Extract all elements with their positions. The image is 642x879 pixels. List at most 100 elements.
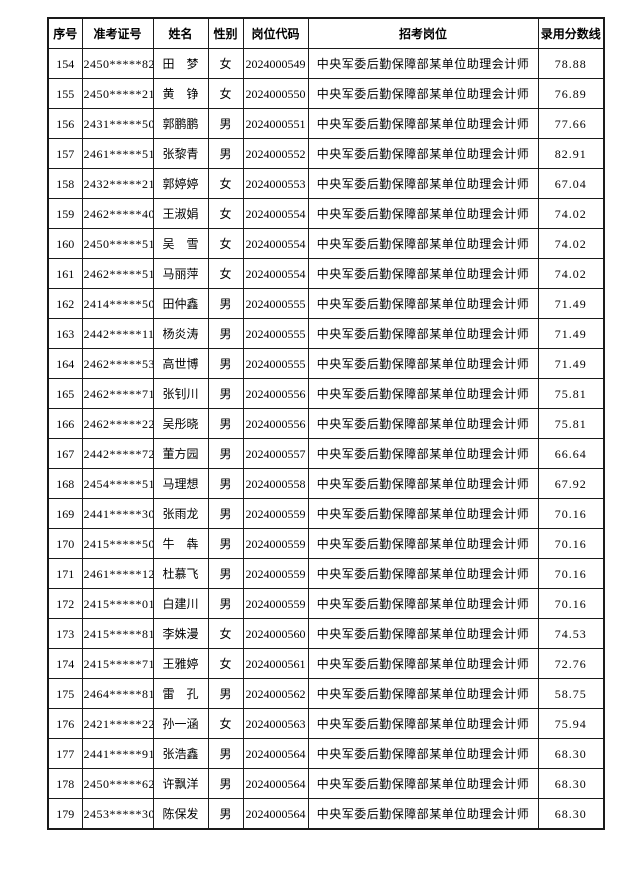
score-cell: 67.92 — [537, 468, 605, 499]
ticket-cell: 2450*****827 — [81, 48, 154, 79]
code-cell: 2024000554 — [242, 258, 309, 289]
score-cell: 74.02 — [537, 258, 605, 289]
name-cell: 郭鹏鹏 — [152, 108, 209, 139]
ticket-cell: 2442*****725 — [81, 438, 154, 469]
gender-cell: 女 — [207, 48, 244, 79]
header-cell-name: 姓名 — [152, 17, 209, 49]
gender-cell: 女 — [207, 198, 244, 229]
table-row: 174 2415*****716 王雅婷 女 2024000561 中央军委后勤… — [47, 648, 605, 679]
score-cell: 74.02 — [537, 198, 605, 229]
gender-cell: 男 — [207, 108, 244, 139]
name-text: 田仲鑫 — [162, 296, 199, 311]
gender-cell: 男 — [207, 318, 244, 349]
position-cell: 中央军委后勤保障部某单位助理会计师 — [307, 798, 539, 830]
position-cell: 中央军委后勤保障部某单位助理会计师 — [307, 708, 539, 739]
score-cell: 74.02 — [537, 228, 605, 259]
seq-cell: 156 — [47, 108, 83, 139]
table-row: 177 2441*****916 张浩鑫 男 2024000564 中央军委后勤… — [47, 738, 605, 769]
code-cell: 2024000564 — [242, 738, 309, 769]
table-row: 158 2432*****211 郭婷婷 女 2024000553 中央军委后勤… — [47, 168, 605, 199]
gender-cell: 女 — [207, 618, 244, 649]
score-cell: 70.16 — [537, 528, 605, 559]
seq-cell: 165 — [47, 378, 83, 409]
table-row: 160 2450*****515 吴雪 女 2024000554 中央军委后勤保… — [47, 228, 605, 259]
code-cell: 2024000555 — [242, 318, 309, 349]
position-cell: 中央军委后勤保障部某单位助理会计师 — [307, 768, 539, 799]
name-text: 吴雪 — [162, 236, 199, 251]
name-cell: 牛犇 — [152, 528, 209, 559]
gender-cell: 男 — [207, 378, 244, 409]
name-cell: 陈保发 — [152, 798, 209, 830]
table-body: 154 2450*****827 田梦 女 2024000549 中央军委后勤保… — [47, 48, 605, 830]
name-text: 牛犇 — [162, 536, 199, 551]
gender-cell: 男 — [207, 768, 244, 799]
name-text: 董方园 — [162, 446, 199, 461]
ticket-cell: 2462*****404 — [81, 198, 154, 229]
name-text: 许飘洋 — [162, 776, 199, 791]
name-text: 王雅婷 — [162, 656, 199, 671]
gender-cell: 男 — [207, 138, 244, 169]
score-cell: 77.66 — [537, 108, 605, 139]
name-text: 张黎青 — [162, 146, 199, 161]
position-cell: 中央军委后勤保障部某单位助理会计师 — [307, 348, 539, 379]
seq-cell: 175 — [47, 678, 83, 709]
name-text: 张浩鑫 — [162, 746, 199, 761]
seq-cell: 157 — [47, 138, 83, 169]
ticket-cell: 2450*****515 — [81, 228, 154, 259]
ticket-cell: 2462*****716 — [81, 378, 154, 409]
position-cell: 中央军委后勤保障部某单位助理会计师 — [307, 198, 539, 229]
seq-cell: 169 — [47, 498, 83, 529]
score-cell: 71.49 — [537, 318, 605, 349]
name-text: 张雨龙 — [162, 506, 199, 521]
table-row: 173 2415*****816 李姝漫 女 2024000560 中央军委后勤… — [47, 618, 605, 649]
code-cell: 2024000549 — [242, 48, 309, 79]
ticket-cell: 2461*****125 — [81, 558, 154, 589]
code-cell: 2024000564 — [242, 768, 309, 799]
score-cell: 71.49 — [537, 348, 605, 379]
ticket-cell: 2441*****304 — [81, 498, 154, 529]
ticket-cell: 2441*****916 — [81, 738, 154, 769]
header-row: 序号 准考证号 姓名 性别 岗位代码 招考岗位 录用分数线 — [47, 17, 605, 49]
gender-cell: 男 — [207, 798, 244, 830]
name-cell: 吴彤晓 — [152, 408, 209, 439]
seq-cell: 154 — [47, 48, 83, 79]
name-cell: 杨炎涛 — [152, 318, 209, 349]
ticket-cell: 2462*****518 — [81, 258, 154, 289]
table-row: 164 2462*****530 高世博 男 2024000555 中央军委后勤… — [47, 348, 605, 379]
ticket-cell: 2415*****816 — [81, 618, 154, 649]
ticket-cell: 2415*****716 — [81, 648, 154, 679]
name-cell: 董方园 — [152, 438, 209, 469]
position-cell: 中央军委后勤保障部某单位助理会计师 — [307, 738, 539, 769]
score-cell: 76.89 — [537, 78, 605, 109]
code-cell: 2024000553 — [242, 168, 309, 199]
seq-cell: 159 — [47, 198, 83, 229]
table-row: 165 2462*****716 张钊川 男 2024000556 中央军委后勤… — [47, 378, 605, 409]
ticket-cell: 2462*****222 — [81, 408, 154, 439]
code-cell: 2024000561 — [242, 648, 309, 679]
score-cell: 67.04 — [537, 168, 605, 199]
name-cell: 高世博 — [152, 348, 209, 379]
name-text: 郭鹏鹏 — [162, 116, 199, 131]
table-row: 156 2431*****505 郭鹏鹏 男 2024000551 中央军委后勤… — [47, 108, 605, 139]
score-cell: 68.30 — [537, 768, 605, 799]
table-row: 163 2442*****114 杨炎涛 男 2024000555 中央军委后勤… — [47, 318, 605, 349]
seq-cell: 173 — [47, 618, 83, 649]
seq-cell: 174 — [47, 648, 83, 679]
gender-cell: 男 — [207, 738, 244, 769]
score-cell: 66.64 — [537, 438, 605, 469]
ticket-cell: 2431*****505 — [81, 108, 154, 139]
gender-cell: 男 — [207, 408, 244, 439]
table-row: 168 2454*****513 马理想 男 2024000558 中央军委后勤… — [47, 468, 605, 499]
name-cell: 杜慕飞 — [152, 558, 209, 589]
code-cell: 2024000556 — [242, 378, 309, 409]
name-cell: 张浩鑫 — [152, 738, 209, 769]
name-text: 王淑娟 — [162, 206, 199, 221]
ticket-cell: 2442*****114 — [81, 318, 154, 349]
name-text: 李姝漫 — [162, 626, 199, 641]
ticket-cell: 2462*****530 — [81, 348, 154, 379]
code-cell: 2024000559 — [242, 588, 309, 619]
gender-cell: 男 — [207, 588, 244, 619]
ticket-cell: 2415*****501 — [81, 528, 154, 559]
name-text: 白建川 — [162, 596, 199, 611]
position-cell: 中央军委后勤保障部某单位助理会计师 — [307, 558, 539, 589]
